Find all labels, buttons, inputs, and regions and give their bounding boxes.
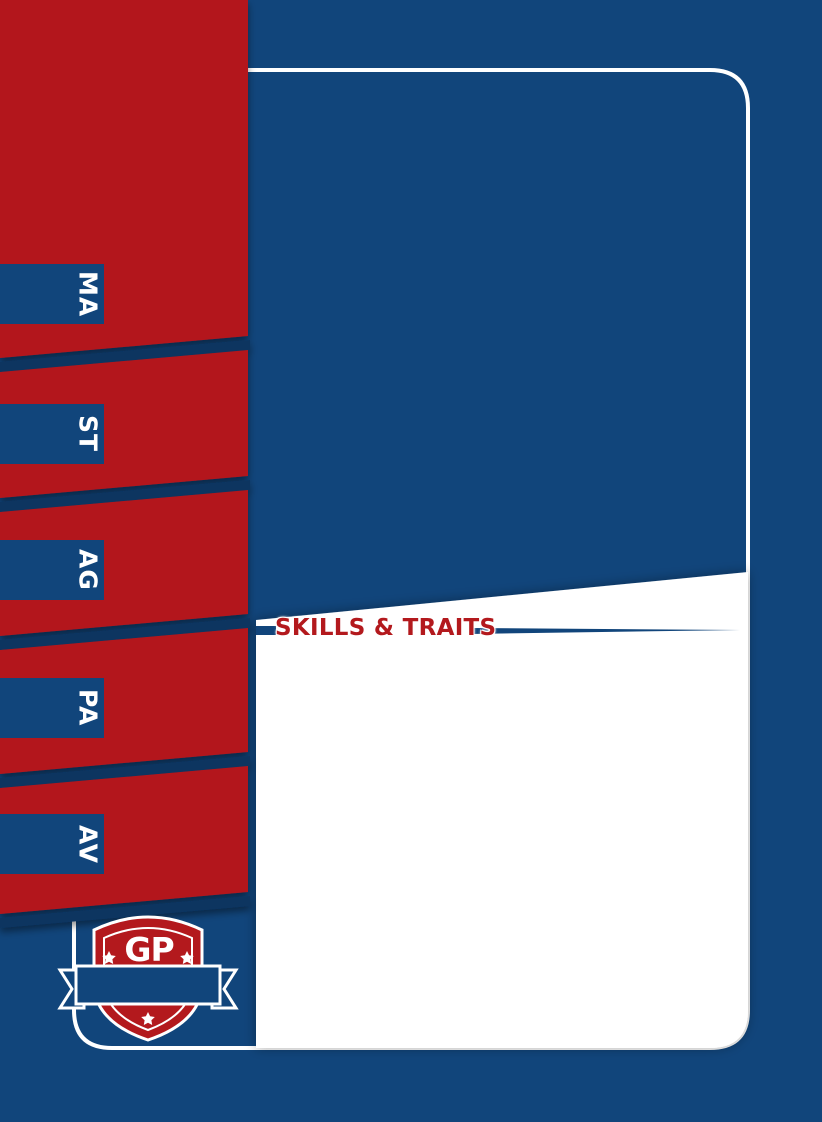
skills-panel <box>256 572 748 1048</box>
ribbon-banner <box>57 964 239 1010</box>
star-icon <box>141 1012 155 1025</box>
stat-panel-av <box>0 766 248 914</box>
stat-tab-pa <box>0 678 104 738</box>
stat-label-ma: MA <box>73 270 103 318</box>
stat-tab-ag <box>0 540 104 600</box>
skills-heading: SKILLS & TRAITS <box>275 615 497 641</box>
badge-text: GP <box>124 930 174 969</box>
stat-tab-st <box>0 404 104 464</box>
star-icon <box>102 951 116 964</box>
skills-underline <box>256 626 740 635</box>
stat-tab-ma <box>0 264 104 324</box>
stat-label-st: ST <box>73 415 103 453</box>
stat-tab-av <box>0 814 104 874</box>
star-icon <box>180 951 194 964</box>
stat-label-av: AV <box>73 824 103 864</box>
stat-label-pa: PA <box>73 689 103 727</box>
stat-label-ag: AG <box>73 549 103 591</box>
